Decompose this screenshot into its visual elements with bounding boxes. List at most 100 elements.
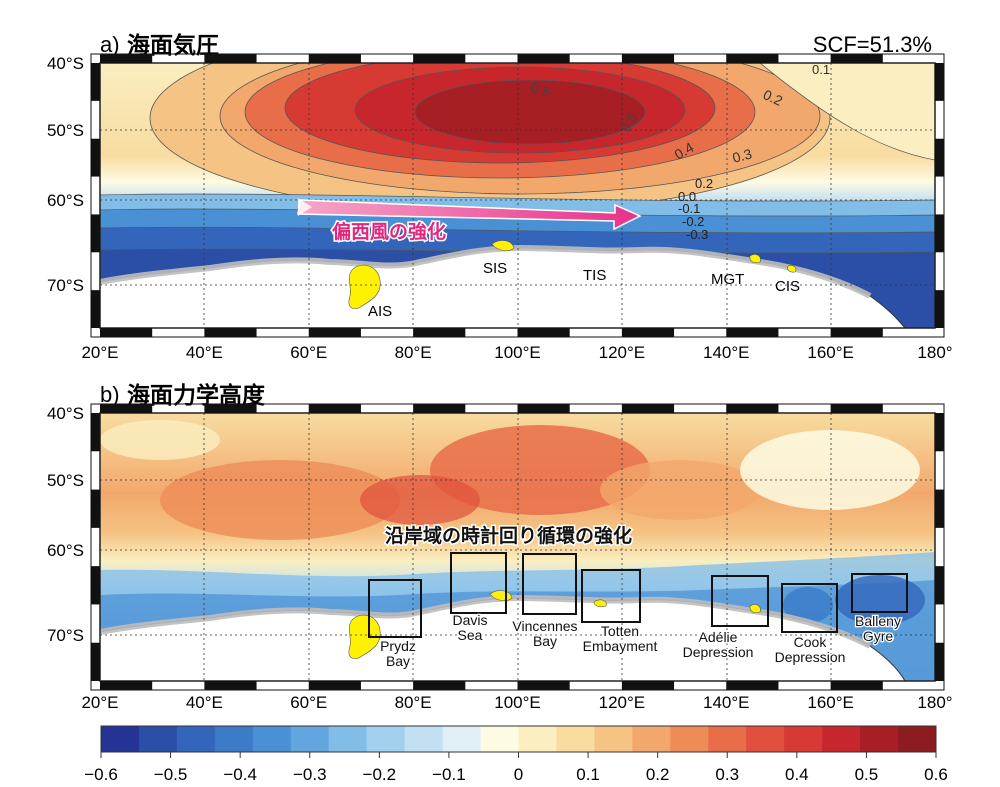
border-seg bbox=[726, 328, 779, 337]
ssh-warm-3 bbox=[600, 460, 760, 520]
lat-tick-label: 50°S bbox=[47, 121, 84, 140]
border-seg bbox=[413, 54, 466, 63]
lon-tick-label: 160°E bbox=[807, 693, 854, 712]
border-seg bbox=[935, 63, 944, 101]
lon-tick-label: 100°E bbox=[494, 693, 541, 712]
border-seg bbox=[100, 404, 153, 413]
westerly-annotation: 偏西風の強化 bbox=[332, 220, 446, 243]
place-sis: SIS bbox=[483, 260, 507, 277]
panel-b-border-ticks bbox=[90, 403, 945, 691]
colorbar-tick-label: −0.6 bbox=[84, 765, 118, 784]
colorbar-swatch bbox=[480, 726, 519, 752]
colorbar-tick-label: 0.3 bbox=[715, 765, 739, 784]
region-box bbox=[781, 583, 838, 633]
border-seg bbox=[830, 328, 883, 337]
border-seg bbox=[204, 404, 257, 413]
lon-tick-label: 20°E bbox=[81, 693, 118, 712]
colorbar-swatch bbox=[214, 726, 254, 752]
lon-tick-label: 180° bbox=[917, 693, 952, 712]
contour-label-01: 0.1 bbox=[812, 62, 830, 77]
border-seg bbox=[935, 642, 944, 681]
border-seg bbox=[830, 681, 883, 690]
grid-a bbox=[100, 63, 935, 328]
ice-shelf-sis bbox=[491, 240, 515, 251]
panel-a-lat-labels: 40°S 50°S 60°S 70°S bbox=[47, 54, 84, 295]
ice-edge-a bbox=[100, 244, 872, 299]
ice-shelf-ais bbox=[348, 264, 381, 309]
border-seg bbox=[726, 54, 779, 63]
place-cis: CIS bbox=[775, 278, 800, 295]
colorbar-swatch bbox=[822, 726, 861, 752]
colorbar-tick-label: 0.6 bbox=[924, 765, 948, 784]
colorbar-swatch bbox=[898, 726, 937, 752]
colorbar-ticks: −0.6 −0.5 −0.4 −0.3 −0.2 −0.1 0 0.1 0.2 0.3 0.4 0.5… bbox=[84, 752, 948, 784]
region-label: Embayment bbox=[583, 638, 658, 654]
lat-tick-label: 40°S bbox=[47, 54, 84, 73]
region-box bbox=[368, 579, 422, 638]
region-boxes: PrydzBayDavisSeaVincennesBayTottenEmbaym… bbox=[368, 552, 908, 670]
ssh-warm-4 bbox=[360, 475, 480, 525]
ssh-warm-2 bbox=[430, 425, 650, 515]
colorbar-swatches bbox=[101, 726, 937, 752]
colorbar-swatch bbox=[252, 726, 292, 752]
ssh-cool-cook bbox=[783, 587, 833, 623]
panel-a-border-ticks bbox=[90, 53, 945, 338]
border-seg bbox=[621, 404, 675, 413]
lon-tick-label: 80°E bbox=[395, 343, 432, 362]
colorbar-tick-label: −0.2 bbox=[363, 765, 397, 784]
lon-tick-label: 140°E bbox=[703, 693, 750, 712]
lon-tick-label: 60°E bbox=[290, 343, 327, 362]
lon-tick-label: 40°E bbox=[186, 343, 223, 362]
border-seg bbox=[91, 566, 100, 605]
lon-tick-label: 160°E bbox=[807, 343, 854, 362]
region-label: Sea bbox=[458, 627, 483, 643]
border-seg bbox=[91, 489, 100, 528]
contour-label-02b: 0.2 bbox=[695, 176, 713, 191]
colorbar-tick-label: −0.1 bbox=[432, 765, 466, 784]
border-seg bbox=[204, 54, 257, 63]
colorbar-swatch bbox=[518, 726, 557, 752]
border-seg bbox=[621, 54, 675, 63]
colorbar-swatch bbox=[138, 726, 178, 752]
panel-b: b) 海面力学高度 bbox=[47, 382, 953, 712]
colorbar-tick-label: −0.5 bbox=[154, 765, 188, 784]
border-seg bbox=[621, 681, 675, 690]
border-seg bbox=[413, 328, 466, 337]
border-seg bbox=[100, 681, 153, 690]
colorbar-swatch bbox=[101, 726, 140, 752]
region-box bbox=[522, 553, 577, 615]
colorbar-swatch bbox=[594, 726, 633, 752]
colorbar-swatch bbox=[442, 726, 482, 752]
border-seg bbox=[935, 138, 944, 177]
place-mgt: MGT bbox=[711, 271, 744, 288]
ice-shelf-mgt bbox=[749, 254, 761, 264]
border-seg bbox=[726, 681, 779, 690]
border-seg bbox=[100, 54, 153, 63]
border-seg bbox=[100, 328, 153, 337]
border-seg bbox=[726, 404, 779, 413]
lon-tick-label: 60°E bbox=[290, 693, 327, 712]
lat-tick-label: 60°S bbox=[47, 541, 84, 560]
border-seg bbox=[935, 290, 944, 328]
border-outline bbox=[90, 53, 945, 338]
border-seg bbox=[413, 404, 466, 413]
ice-shelf-cis bbox=[787, 265, 797, 273]
westerly-arrow bbox=[297, 198, 642, 231]
colorbar-tick-label: 0.4 bbox=[785, 765, 809, 784]
lon-tick-label: 20°E bbox=[81, 343, 118, 362]
border-seg bbox=[517, 328, 570, 337]
colorbar-swatch bbox=[632, 726, 671, 752]
colorbar-swatch bbox=[290, 726, 330, 752]
grid-b bbox=[100, 413, 935, 681]
contour-label-06: 0.6 bbox=[529, 79, 552, 100]
colorbar-swatch bbox=[328, 726, 368, 752]
place-tis: TIS bbox=[583, 267, 606, 284]
panel-a-lon-labels: 20°E 40°E 60°E 80°E 100°E 120°E 140°E 160°E 180° bbox=[81, 343, 952, 362]
colorbar-tick-label: 0 bbox=[514, 765, 523, 784]
lat-tick-label: 50°S bbox=[47, 471, 84, 490]
region-label: Totten bbox=[601, 623, 639, 639]
colorbar: −0.6 −0.5 −0.4 −0.3 −0.2 −0.1 0 0.1 0.2 0.3 0.4 0.5… bbox=[84, 725, 948, 784]
region-label: Vincennes bbox=[512, 618, 577, 634]
colorbar-swatch bbox=[556, 726, 595, 752]
